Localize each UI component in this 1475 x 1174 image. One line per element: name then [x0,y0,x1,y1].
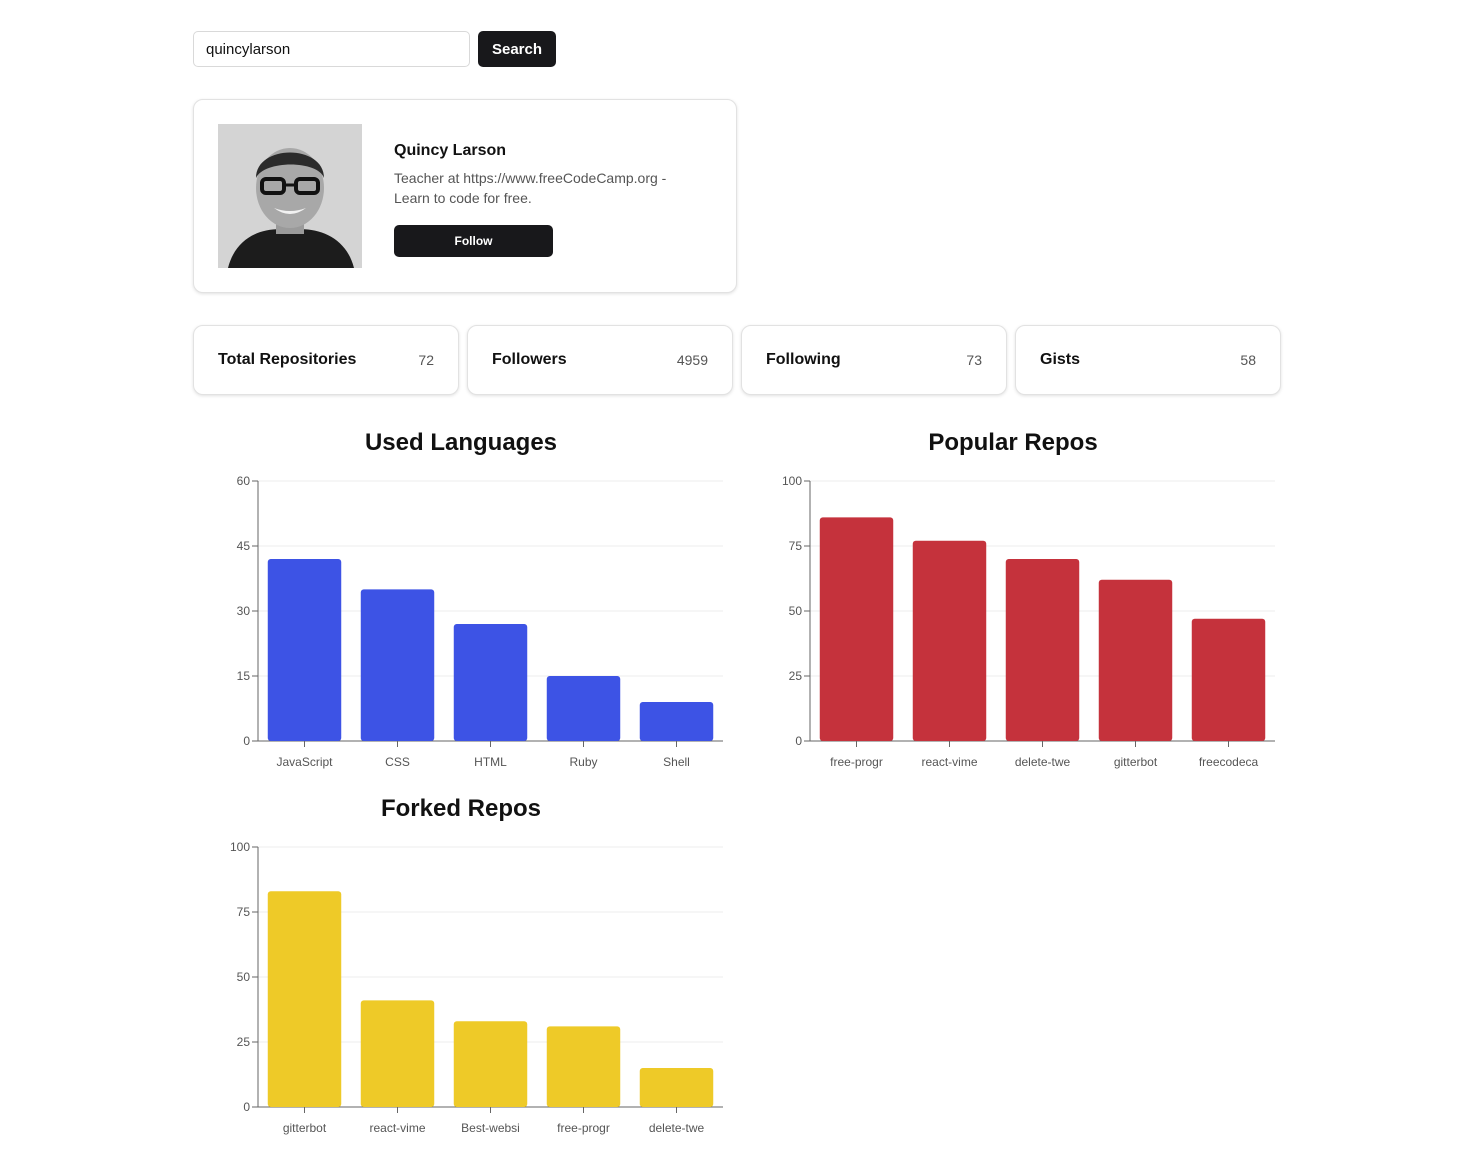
y-tick-label: 25 [789,669,803,683]
x-tick-label: Best-websi [461,1121,520,1135]
stat-label: Gists [1040,351,1081,368]
profile-bio: Teacher at https://www.freeCodeCamp.org … [394,170,667,206]
y-tick-label: 45 [237,539,251,553]
x-tick-label: gitterbot [283,1121,327,1135]
x-tick-label: react-vime [369,1121,425,1135]
bar [639,1068,714,1107]
chart-title-languages: Used Languages [364,429,558,456]
stat-card-following: Following 73 [741,325,1007,395]
x-tick-label: CSS [385,755,410,769]
bar [1191,618,1266,741]
bar [639,702,714,741]
stat-value: 72 [418,352,434,368]
stat-value: 4959 [676,352,708,368]
bar [546,1026,621,1107]
y-tick-label: 75 [237,905,251,919]
y-tick-label: 60 [237,474,251,488]
follow-button[interactable]: Follow [394,225,553,257]
y-tick-label: 25 [237,1035,251,1049]
y-tick-label: 50 [237,970,251,984]
chart-title-popular: Popular Repos [928,429,1098,456]
x-tick-label: free-progr [830,755,883,769]
stat-card-followers: Followers 4959 [467,325,733,395]
stat-card-repositories: Total Repositories 72 [193,325,459,395]
search-input[interactable] [193,31,470,67]
y-tick-label: 100 [230,840,250,854]
stat-value: 58 [1240,352,1256,368]
x-tick-label: free-progr [557,1121,610,1135]
x-tick-label: delete-twe [1015,755,1071,769]
search-bar: Search [193,31,556,67]
x-tick-label: HTML [474,755,507,769]
x-tick-label: Ruby [569,755,597,769]
y-tick-label: 0 [243,734,250,748]
y-tick-label: 0 [243,1100,250,1114]
bar [819,517,894,741]
bar [267,559,342,741]
stats-row: Total Repositories 72 Followers 4959 Fol… [193,325,1281,395]
bar [546,676,621,741]
search-button[interactable]: Search [478,31,556,67]
x-tick-label: JavaScript [276,755,333,769]
profile-info: Quincy Larson Teacher at https://www.fre… [394,142,704,257]
bar [360,589,435,741]
y-tick-label: 30 [237,604,251,618]
y-tick-label: 100 [782,474,802,488]
stat-card-gists: Gists 58 [1015,325,1281,395]
y-tick-label: 0 [795,734,802,748]
bar [267,891,342,1107]
bar [453,1021,528,1107]
x-tick-label: freecodeca [1199,755,1259,769]
x-tick-label: delete-twe [649,1121,705,1135]
chart-title-forked: Forked Repos [380,795,542,822]
bar [453,624,528,741]
profile-card: Quincy Larson Teacher at https://www.fre… [193,99,737,293]
y-tick-label: 75 [789,539,803,553]
bar [360,1000,435,1107]
y-tick-label: 15 [237,669,251,683]
x-tick-label: gitterbot [1114,755,1158,769]
x-tick-label: react-vime [921,755,977,769]
stat-value: 73 [966,352,982,368]
stat-label: Following [766,351,841,368]
bar [912,540,987,741]
x-tick-label: Shell [663,755,690,769]
stat-label: Followers [492,351,567,368]
stat-label: Total Repositories [218,351,357,368]
bar [1098,579,1173,741]
bar [1005,559,1080,741]
profile-name: Quincy Larson [394,142,507,159]
y-tick-label: 50 [789,604,803,618]
avatar [218,124,362,268]
